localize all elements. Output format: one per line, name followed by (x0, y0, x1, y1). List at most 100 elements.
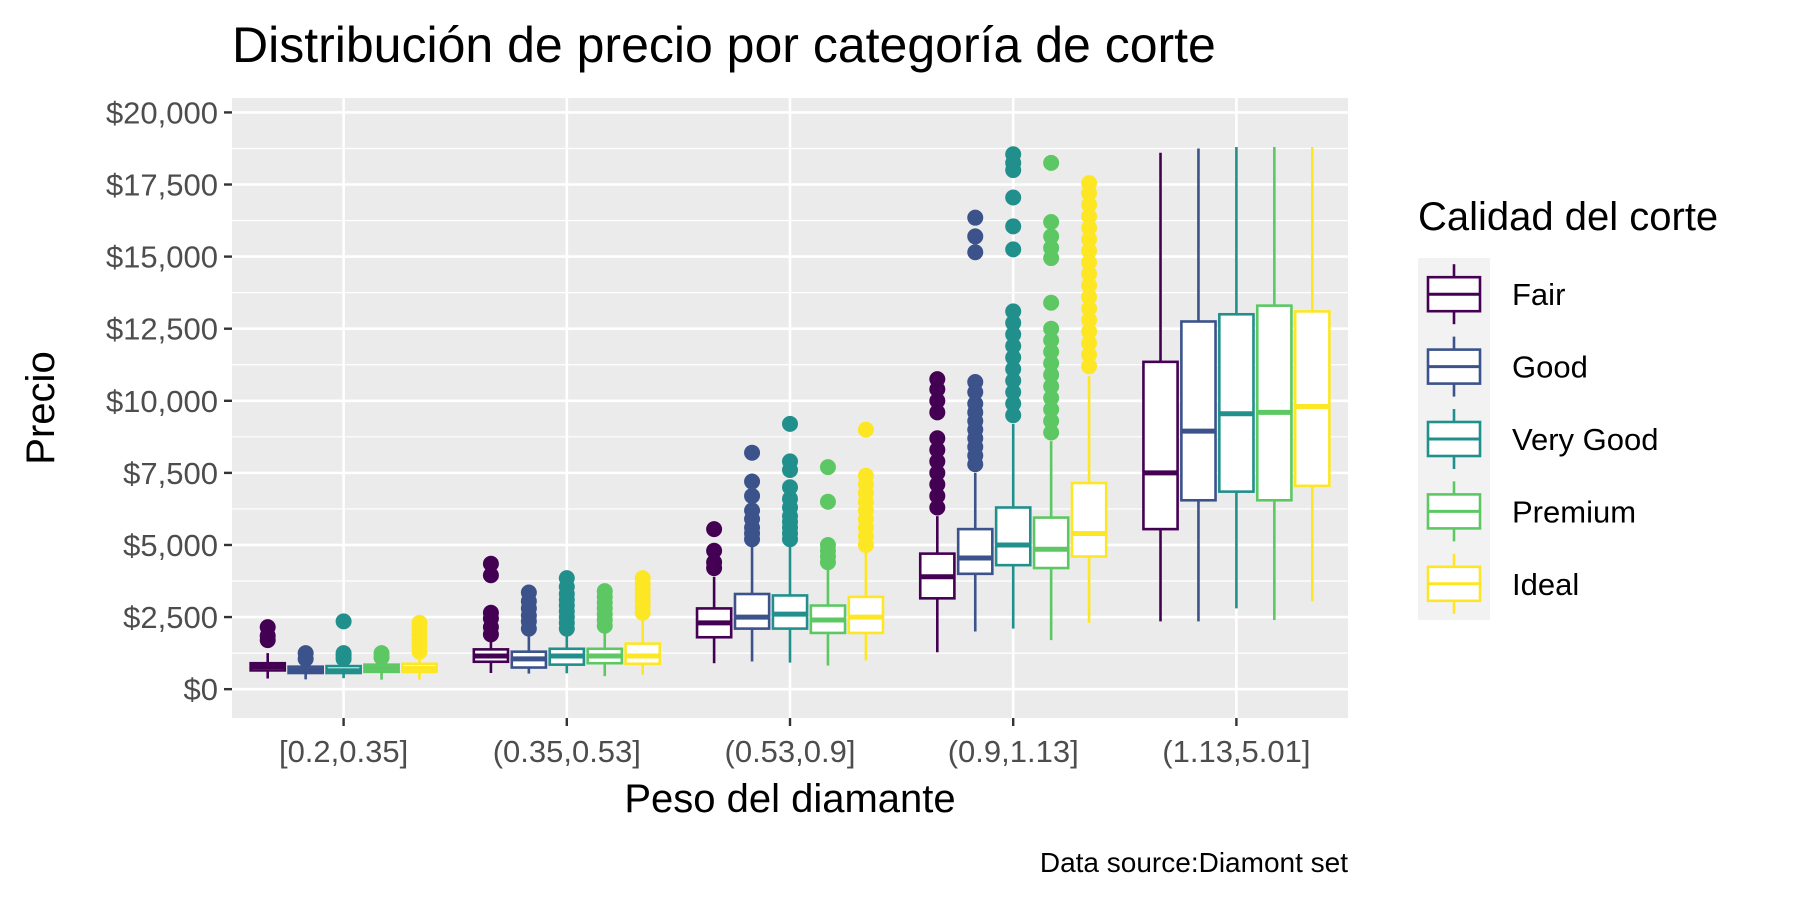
outlier-point (520, 584, 537, 601)
legend-label: Ideal (1512, 567, 1579, 602)
legend: Calidad del corte Fair Good Very Good Premi… (1418, 195, 1718, 620)
outlier-point (1043, 214, 1060, 230)
outlier-point (1081, 231, 1098, 248)
legend-label: Premium (1512, 494, 1636, 529)
outlier-point (1043, 343, 1060, 360)
legend-item-very-good: Very Good (1426, 409, 1658, 469)
outlier-point (1081, 358, 1098, 375)
outlier-point (819, 493, 836, 510)
outlier-point (967, 395, 984, 412)
y-tick-label: $10,000 (106, 384, 218, 419)
box-good (956, 209, 994, 632)
legend-label: Very Good (1512, 422, 1658, 457)
outlier-point (819, 536, 836, 553)
outlier-point (1081, 254, 1098, 271)
outlier-point (596, 583, 613, 600)
box-fair (472, 555, 510, 674)
box-fair (695, 521, 733, 664)
outlier-point (1005, 314, 1022, 331)
outlier-point (706, 554, 723, 571)
outlier-point (1043, 228, 1060, 245)
outlier-point (482, 555, 499, 572)
outlier-point (1043, 389, 1060, 406)
box-ideal (847, 421, 885, 661)
outlier-point (1081, 265, 1098, 282)
box-premium (809, 459, 847, 666)
outlier-point (373, 645, 390, 662)
legend-label: Fair (1512, 277, 1565, 312)
outlier-point (259, 619, 276, 636)
y-tick-label: $5,000 (123, 528, 218, 563)
box-fair (918, 371, 956, 653)
y-tick-label: $0 (184, 672, 218, 707)
outlier-point (929, 441, 946, 458)
outlier-point (1043, 320, 1060, 337)
outlier-point (1043, 366, 1060, 383)
outlier-point (929, 476, 946, 493)
outlier-point (929, 404, 946, 421)
outlier-point (1005, 349, 1022, 366)
outlier-point (1005, 372, 1022, 389)
box-premium (363, 645, 400, 680)
y-tick-label: $20,000 (106, 95, 218, 130)
outlier-point (1081, 277, 1098, 294)
x-tick-label: (1.13,5.01] (1162, 734, 1310, 769)
legend-items: Fair Good Very Good Premium Ideal (1426, 264, 1658, 614)
outlier-point (706, 542, 723, 559)
x-tick-label: (0.9,1.13] (948, 734, 1079, 769)
outlier-point (744, 502, 761, 519)
outlier-point (1005, 303, 1022, 320)
y-tick-label: $2,500 (123, 600, 218, 635)
outlier-point (782, 453, 798, 470)
outlier-point (929, 453, 946, 470)
outlier-point (744, 444, 761, 461)
outlier-point (1005, 189, 1022, 206)
x-axis-title: Peso del diamante (624, 777, 955, 821)
outlier-point (744, 473, 761, 490)
outlier-point (1081, 346, 1098, 363)
outlier-point (1043, 294, 1060, 311)
outlier-point (967, 228, 984, 245)
outlier-point (1005, 218, 1022, 235)
outlier-point (967, 374, 984, 391)
outlier-point (1043, 424, 1060, 441)
plot-marks (249, 146, 1331, 680)
outlier-point (1005, 338, 1022, 354)
legend-item-ideal: Ideal (1426, 553, 1579, 614)
caption: Data source:Diamont set (1040, 847, 1348, 878)
outlier-point (929, 464, 946, 481)
legend-item-fair: Fair (1426, 264, 1565, 325)
outlier-point (744, 487, 761, 504)
box-premium (1255, 147, 1293, 620)
x-tick-label: (0.53,0.9] (725, 734, 856, 769)
box-iqr (1218, 312, 1255, 493)
box-iqr (1255, 304, 1293, 502)
y-tick-label: $15,000 (106, 240, 218, 275)
outlier-point (1081, 300, 1098, 317)
outlier-point (1043, 412, 1060, 429)
outlier-point (967, 244, 984, 261)
outlier-point (929, 392, 946, 409)
box-ideal (1070, 175, 1108, 623)
box-iqr (1070, 481, 1108, 558)
box-very-good (994, 146, 1032, 629)
outlier-point (1081, 335, 1098, 352)
outlier-point (1043, 355, 1060, 372)
outlier-point (782, 415, 798, 432)
box-premium (586, 583, 624, 677)
outlier-point (706, 521, 723, 538)
box-ideal (401, 614, 438, 680)
box-iqr (1293, 310, 1331, 488)
outlier-point (929, 487, 946, 504)
outlier-point (335, 645, 352, 662)
outlier-point (1005, 407, 1022, 424)
chart-title: Distribución de precio por categoría de … (232, 17, 1216, 73)
outlier-point (967, 209, 984, 226)
outlier-point (411, 614, 428, 631)
x-tick-label: (0.35,0.53] (493, 734, 641, 769)
outlier-point (929, 371, 946, 388)
box-iqr (1180, 320, 1217, 502)
outlier-point (929, 499, 946, 516)
outlier-point (857, 421, 874, 438)
y-axis: $0 $2,500 $5,000 $7,500 $10,000 $12,500 $15,00… (106, 95, 232, 707)
